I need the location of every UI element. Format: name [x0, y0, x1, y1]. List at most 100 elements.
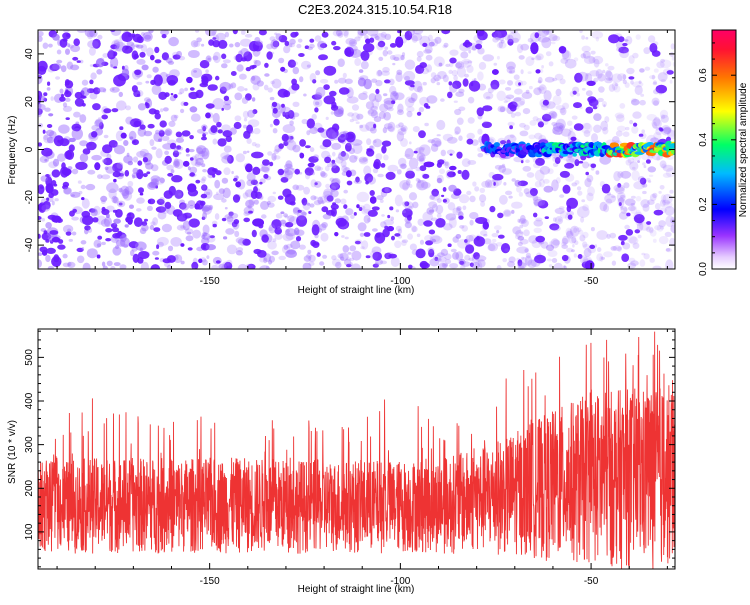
spectrogram-cell: [511, 209, 515, 214]
spectrogram-cell: [260, 164, 264, 168]
spectrogram-cell: [101, 208, 110, 216]
spectrogram-cell: [67, 228, 72, 233]
spectrogram-cell: [62, 253, 68, 259]
spectrogram-cell: [77, 180, 82, 184]
spectrogram-cell: [251, 75, 256, 81]
spectrogram-cell: [533, 212, 538, 218]
spectrogram-cell: [38, 31, 44, 37]
spectrogram-cell: [184, 228, 194, 235]
spectrogram-cell: [282, 111, 287, 117]
spectrogram-cell: [649, 229, 657, 237]
spectrogram-cell: [189, 135, 194, 140]
spectrogram-cell: [628, 257, 636, 263]
spectrogram-cell: [559, 211, 568, 219]
spectrogram-cell: [113, 222, 117, 226]
spectrogram-cell: [445, 259, 452, 265]
spectrogram-cell: [133, 120, 142, 127]
spectrogram-cell: [408, 184, 413, 188]
spectrogram-cell: [585, 171, 589, 176]
spectrogram-cell: [579, 106, 583, 109]
spectrogram-cell: [543, 112, 555, 119]
spectrogram-cell: [136, 208, 142, 212]
spectrogram-cell: [636, 222, 644, 232]
spectrogram-cell: [364, 35, 369, 40]
spectrogram-cell: [620, 206, 624, 210]
spectrogram-cell: [71, 127, 84, 140]
spectrogram-cell: [460, 264, 466, 269]
spectrogram-cell: [228, 83, 234, 90]
spectrogram-cell: [611, 195, 616, 198]
spectrogram-cell: [585, 90, 593, 97]
spectrogram-cell: [344, 167, 350, 171]
spectrogram-cell: [223, 95, 230, 102]
spectrogram-cell: [173, 158, 179, 167]
spectrogram-cell: [429, 234, 441, 243]
spectrogram-cell: [292, 184, 300, 191]
spectrogram-cell: [365, 255, 371, 259]
spectrogram-cell: [496, 55, 500, 60]
spectrogram-cell: [311, 224, 320, 236]
spectrogram-cell: [242, 238, 251, 246]
spectrogram-cell: [566, 230, 574, 238]
spectrogram-cell: [148, 30, 154, 34]
spectrogram-cell: [416, 56, 422, 62]
spectrogram-cell: [229, 127, 237, 135]
spectrogram-cell: [242, 110, 249, 119]
spectrogram-cell: [189, 172, 195, 177]
spectrogram-cell: [98, 117, 102, 120]
spectrogram-cell: [41, 147, 53, 157]
spectrogram-cell: [412, 30, 424, 35]
spectrogram-cell: [374, 93, 382, 103]
spectrogram-cell: [501, 163, 506, 169]
spectrogram-cell: [272, 40, 280, 48]
spectrogram-cell: [492, 238, 497, 243]
spectrogram-cell: [659, 185, 665, 190]
spectrogram-cell: [146, 205, 153, 211]
spectrogram-cell: [427, 34, 433, 41]
spectrogram-cell: [631, 98, 640, 106]
spectrogram-cell: [202, 133, 207, 138]
spectrogram-cell: [48, 174, 52, 178]
spectrogram-cell: [406, 214, 412, 221]
spectrogram-cell: [173, 160, 180, 168]
spectrogram-cell: [649, 227, 654, 234]
spectrogram-cell: [236, 64, 244, 72]
spectrogram-cell: [620, 205, 628, 215]
spectrogram-cell: [61, 168, 72, 176]
spectrogram-cell: [309, 203, 315, 208]
spectrogram-cell: [555, 88, 562, 96]
spectrogram-cell: [380, 260, 387, 265]
spectrogram-cell: [80, 240, 87, 245]
spectrogram-cell: [232, 30, 238, 35]
spectrogram-cell: [367, 217, 371, 223]
spectrogram-cell: [164, 150, 170, 155]
spectrogram-cell: [520, 256, 525, 260]
spectrogram-cell: [107, 50, 116, 60]
spectrogram-cell: [630, 195, 636, 199]
spectrogram-cell: [537, 80, 542, 84]
spectrogram-cell: [237, 263, 248, 269]
spectrogram-cell: [67, 261, 76, 268]
spectrogram-cell: [288, 111, 296, 118]
spectrogram-cell: [659, 109, 669, 119]
spectrogram-cell: [536, 201, 543, 206]
spectrogram-cell: [511, 209, 515, 214]
spectrogram-cell: [465, 244, 475, 254]
spectrogram-cell: [226, 244, 238, 255]
spectrogram-cell: [86, 141, 97, 151]
spectrogram-cell: [56, 49, 62, 55]
spectrogram-cell: [275, 213, 283, 219]
spectrogram-cell: [118, 187, 123, 193]
spectrogram-cell: [494, 30, 502, 41]
spectrogram-cell: [96, 69, 103, 75]
spectrogram-cell: [610, 246, 618, 251]
spectrogram-cell: [551, 41, 556, 45]
spectrogram-cell: [541, 30, 546, 33]
spectrogram-cell: [525, 191, 536, 198]
spectrogram-cell: [187, 183, 197, 193]
spectrogram-cell: [306, 64, 311, 68]
spectrogram-cell: [244, 88, 248, 91]
spectrogram-cell: [599, 201, 608, 212]
spectrogram-cell: [308, 254, 316, 263]
spectrogram-cell: [321, 31, 329, 38]
